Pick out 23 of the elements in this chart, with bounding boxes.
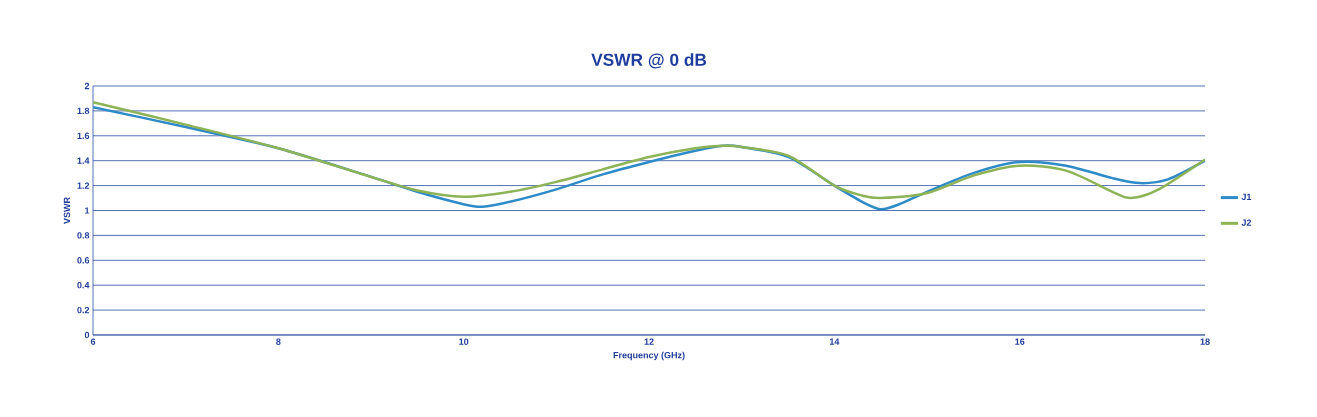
chart-title: VSWR @ 0 dB [591,53,707,69]
y-tick-label: 1.6 [77,132,90,139]
legend-label: J1 [1241,193,1252,201]
y-tick-label: 0 [84,331,90,339]
x-tick-label: 16 [1015,338,1025,345]
y-tick-label: 0.2 [77,306,90,314]
y-tick-label: 0.4 [77,281,90,289]
legend-label: J2 [1241,219,1252,226]
y-axis-title: VSWR [63,197,71,224]
y-tick-label: 1.4 [77,157,90,164]
y-tick-label: 1.2 [77,182,90,189]
y-tick-label: 1 [85,207,90,214]
x-tick-label: 12 [644,338,654,345]
y-tick-label: 2 [84,82,90,90]
x-tick-label: 6 [90,338,96,345]
x-tick-label: 18 [1200,338,1210,345]
y-tick-label: 0.8 [77,232,90,239]
x-tick-label: 10 [459,338,469,345]
y-tick-label: 1.8 [77,107,90,115]
y-tick-label: 0.6 [77,257,90,264]
x-tick-label: 8 [276,338,281,345]
x-tick-label: 14 [829,338,840,345]
x-axis-title: Frequency (GHz) [613,351,685,361]
